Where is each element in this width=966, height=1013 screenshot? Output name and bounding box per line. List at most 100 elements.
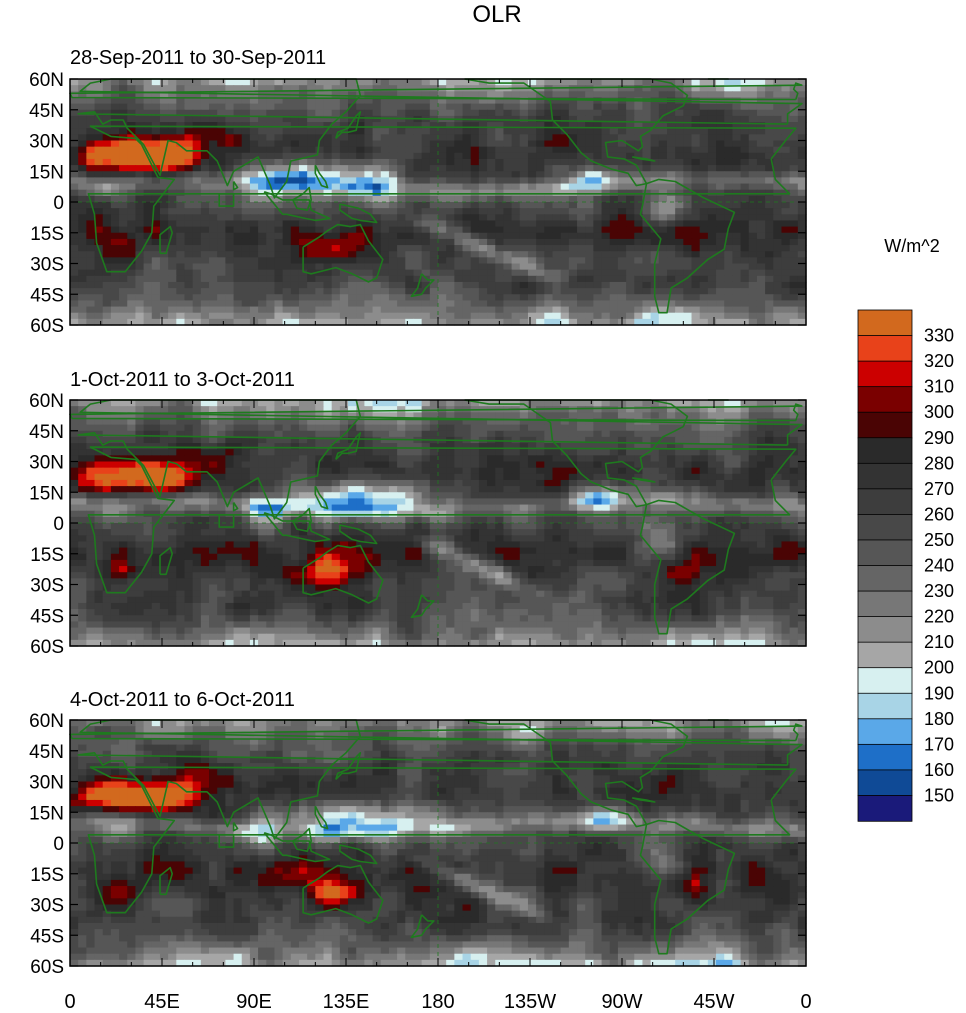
olr-cell bbox=[421, 312, 431, 320]
olr-cell bbox=[151, 183, 161, 191]
olr-cell bbox=[429, 152, 439, 160]
olr-cell bbox=[110, 455, 120, 463]
olr-cell bbox=[421, 263, 431, 271]
olr-cell bbox=[168, 220, 177, 228]
olr-cell bbox=[593, 177, 603, 185]
olr-cell bbox=[438, 220, 447, 228]
olr-cell bbox=[601, 455, 611, 463]
olr-cell bbox=[413, 214, 423, 222]
olr-cell bbox=[282, 202, 292, 209]
olr-cell bbox=[716, 467, 725, 475]
olr-cell bbox=[119, 97, 128, 105]
olr-cell bbox=[397, 479, 406, 487]
olr-cell bbox=[388, 300, 398, 308]
olr-cell bbox=[143, 146, 153, 154]
olr-cell bbox=[184, 263, 194, 271]
olr-cell bbox=[94, 412, 104, 420]
olr-cell bbox=[405, 146, 415, 154]
olr-cell bbox=[339, 79, 349, 86]
olr-cell bbox=[601, 232, 611, 240]
olr-cell bbox=[601, 245, 611, 252]
olr-cell bbox=[666, 109, 676, 117]
olr-cell bbox=[86, 275, 96, 283]
olr-cell bbox=[421, 318, 431, 326]
olr-cell bbox=[241, 455, 251, 463]
olr-cell bbox=[797, 461, 807, 469]
olr-cell bbox=[732, 134, 742, 142]
olr-cell bbox=[552, 91, 562, 99]
olr-cell bbox=[724, 165, 733, 172]
olr-cell bbox=[192, 430, 202, 438]
olr-cell bbox=[724, 269, 733, 277]
olr-cell bbox=[658, 412, 668, 420]
olr-cell bbox=[135, 300, 145, 308]
olr-cell bbox=[119, 251, 128, 258]
olr-cell bbox=[413, 294, 423, 301]
olr-cell bbox=[691, 251, 701, 258]
olr-cell bbox=[388, 208, 398, 215]
olr-cell bbox=[495, 214, 505, 222]
olr-cell bbox=[487, 109, 496, 117]
olr-cell bbox=[274, 479, 284, 487]
olr-cell bbox=[519, 195, 529, 203]
olr-cell bbox=[495, 91, 505, 99]
olr-cell bbox=[274, 400, 284, 407]
olr-cell bbox=[511, 122, 521, 129]
olr-cell bbox=[544, 288, 554, 295]
olr-cell bbox=[487, 122, 496, 129]
olr-cell bbox=[249, 300, 259, 308]
olr-cell bbox=[258, 140, 267, 148]
olr-cell bbox=[740, 467, 750, 475]
olr-cell bbox=[634, 134, 644, 142]
olr-cell bbox=[691, 208, 701, 215]
olr-cell bbox=[364, 263, 374, 271]
olr-cell bbox=[241, 430, 251, 438]
olr-cell bbox=[527, 79, 537, 86]
olr-cell bbox=[274, 294, 284, 301]
olr-cell bbox=[495, 171, 505, 178]
olr-cell bbox=[200, 400, 210, 407]
olr-cell bbox=[323, 85, 333, 92]
olr-cell bbox=[78, 418, 87, 426]
olr-cell bbox=[470, 109, 480, 117]
olr-cell bbox=[331, 91, 341, 99]
olr-cell bbox=[593, 115, 603, 123]
olr-cell bbox=[462, 257, 472, 265]
olr-cell bbox=[446, 103, 455, 111]
olr-cell bbox=[577, 122, 586, 129]
olr-cell bbox=[372, 238, 382, 246]
olr-cell bbox=[642, 165, 652, 172]
olr-cell bbox=[217, 424, 226, 432]
olr-cell bbox=[127, 251, 137, 258]
olr-cell bbox=[143, 134, 153, 142]
olr-cell bbox=[617, 109, 627, 117]
olr-cell bbox=[290, 430, 300, 438]
olr-cell bbox=[462, 226, 472, 234]
olr-cell bbox=[797, 183, 807, 191]
olr-cell bbox=[233, 288, 243, 295]
olr-cell bbox=[585, 269, 594, 277]
olr-cell bbox=[110, 226, 120, 234]
olr-cell bbox=[192, 140, 202, 148]
olr-cell bbox=[274, 467, 284, 475]
olr-cell bbox=[233, 467, 243, 475]
olr-cell bbox=[266, 449, 276, 456]
olr-cell bbox=[438, 128, 447, 135]
olr-cell bbox=[282, 97, 292, 105]
olr-cell bbox=[781, 269, 791, 277]
olr-cell bbox=[773, 232, 783, 240]
olr-cell bbox=[527, 281, 537, 289]
olr-cell bbox=[511, 479, 521, 487]
olr-cell bbox=[585, 263, 594, 271]
olr-cell bbox=[429, 412, 439, 420]
olr-cell bbox=[626, 275, 635, 283]
olr-cell bbox=[405, 214, 415, 222]
olr-cell bbox=[380, 424, 390, 432]
olr-cell bbox=[388, 406, 398, 413]
olr-cell bbox=[699, 430, 709, 438]
olr-cell bbox=[470, 91, 480, 99]
olr-cell bbox=[315, 165, 325, 172]
olr-cell bbox=[86, 406, 96, 413]
olr-cell bbox=[495, 269, 505, 277]
olr-cell bbox=[143, 183, 153, 191]
